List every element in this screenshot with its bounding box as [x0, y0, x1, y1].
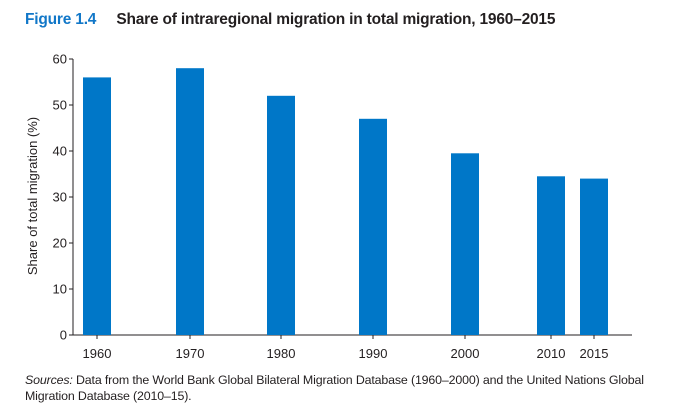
y-tick-label: 10 — [53, 282, 67, 297]
x-tick-label: 2000 — [451, 346, 480, 361]
y-tick-label: 30 — [53, 190, 67, 205]
y-tick-label: 40 — [53, 144, 67, 159]
y-tick-label: 20 — [53, 236, 67, 251]
x-tick-label: 1990 — [359, 346, 388, 361]
sources-text: Data from the World Bank Global Bilatera… — [25, 373, 644, 403]
x-axis: 1960 1970 1980 1990 2000 2010 2015 — [73, 334, 632, 361]
bars — [83, 68, 608, 336]
x-tick-label: 1980 — [267, 346, 296, 361]
y-axis-title-group: Share of total migration (%) — [25, 117, 40, 275]
bar-1970 — [176, 68, 204, 335]
y-axis: 0 10 20 30 40 50 60 — [53, 52, 74, 343]
sources-note: Sources: Data from the World Bank Global… — [25, 372, 665, 404]
figure-label: Figure 1.4 — [25, 11, 97, 28]
y-tick-label: 60 — [53, 52, 67, 67]
bar-2000 — [451, 153, 479, 335]
bar-1960 — [83, 77, 111, 336]
figure-header: Figure 1.4 Share of intraregional migrat… — [25, 11, 555, 29]
bar-1990 — [359, 118, 387, 335]
y-tick-label: 0 — [60, 328, 67, 343]
bar-2010 — [537, 176, 565, 335]
sources-label: Sources: — [25, 373, 73, 387]
bar-1980 — [267, 95, 295, 335]
x-tick-label: 1970 — [176, 346, 205, 361]
figure-title: Share of intraregional migration in tota… — [116, 11, 556, 28]
y-tick-label: 50 — [53, 98, 67, 113]
y-axis-title: Share of total migration (%) — [25, 117, 40, 275]
x-tick-label: 2015 — [580, 346, 609, 361]
bar-2015 — [580, 178, 608, 335]
x-tick-label: 2010 — [537, 346, 566, 361]
x-tick-label: 1960 — [83, 346, 112, 361]
